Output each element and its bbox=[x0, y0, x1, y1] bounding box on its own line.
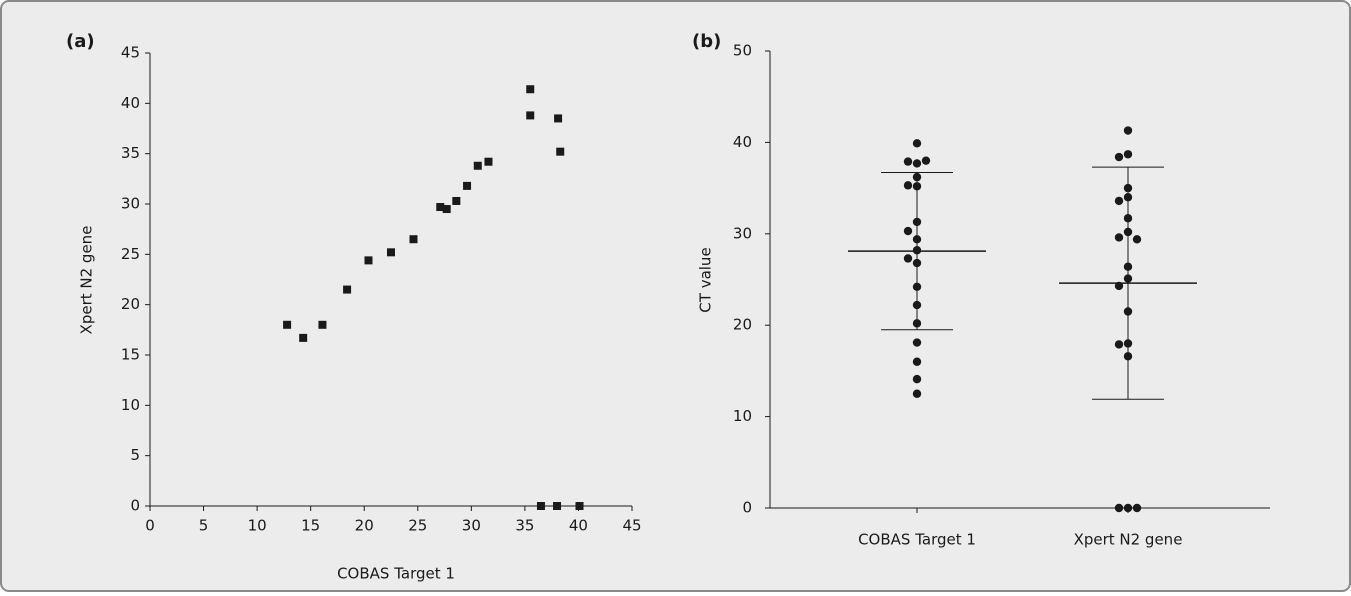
y-tick-label: 5 bbox=[130, 446, 140, 464]
dot bbox=[912, 159, 922, 168]
y-tick-label: 50 bbox=[733, 42, 752, 60]
point bbox=[387, 248, 395, 257]
dot bbox=[1114, 281, 1124, 291]
y-tick-label: 10 bbox=[733, 407, 752, 425]
y-tick-label: 0 bbox=[742, 499, 752, 517]
dot bbox=[912, 172, 922, 182]
y-tick-label: 35 bbox=[121, 144, 140, 162]
point bbox=[442, 205, 451, 214]
x-tick-label: 0 bbox=[145, 517, 155, 535]
x-tick-label: 5 bbox=[199, 517, 209, 535]
dot bbox=[1123, 262, 1133, 271]
dot bbox=[912, 319, 922, 328]
dot bbox=[1123, 150, 1133, 159]
y-tick-label: 20 bbox=[121, 295, 140, 313]
dot bbox=[1114, 196, 1124, 206]
point bbox=[553, 502, 562, 510]
x-tick-label: 20 bbox=[355, 517, 374, 535]
dot bbox=[1132, 235, 1142, 244]
point bbox=[299, 333, 308, 342]
dot bbox=[912, 235, 922, 244]
x-tick-label: COBAS Target 1 bbox=[858, 531, 976, 549]
dot bbox=[1123, 339, 1133, 348]
point bbox=[536, 502, 545, 510]
dot bbox=[1114, 340, 1124, 349]
x-axis-label: COBAS Target 1 bbox=[337, 565, 455, 583]
dot bbox=[921, 156, 931, 165]
dot bbox=[1123, 183, 1133, 193]
point bbox=[526, 85, 535, 94]
dot bbox=[1123, 352, 1133, 361]
x-tick-label: Xpert N2 gene bbox=[1074, 531, 1183, 549]
panel-label: (b) bbox=[692, 31, 721, 52]
y-tick-label: 20 bbox=[733, 316, 752, 334]
dot bbox=[1114, 503, 1124, 513]
dot bbox=[912, 389, 922, 398]
dot bbox=[903, 181, 913, 190]
x-tick-label: 35 bbox=[515, 517, 534, 535]
point bbox=[283, 320, 292, 329]
dot bbox=[903, 226, 913, 236]
dot bbox=[912, 300, 922, 310]
dot bbox=[1123, 227, 1133, 237]
point bbox=[526, 111, 535, 120]
point bbox=[409, 235, 418, 244]
y-tick-label: 40 bbox=[733, 133, 752, 151]
dot bbox=[1123, 307, 1133, 316]
point bbox=[554, 114, 563, 123]
dot bbox=[912, 217, 922, 227]
y-tick-label: 0 bbox=[130, 497, 140, 515]
point bbox=[343, 285, 352, 294]
dot bbox=[1132, 503, 1142, 513]
y-tick-label: 30 bbox=[733, 224, 752, 242]
y-axis-label: Xpert N2 gene bbox=[78, 226, 96, 335]
dot bbox=[912, 139, 922, 148]
dot bbox=[912, 282, 922, 292]
point bbox=[318, 320, 327, 329]
y-tick-label: 30 bbox=[121, 195, 140, 213]
point bbox=[452, 196, 461, 205]
dot bbox=[903, 157, 913, 166]
dot bbox=[912, 338, 922, 347]
point bbox=[484, 157, 493, 166]
point bbox=[473, 161, 482, 170]
dot bbox=[1114, 233, 1124, 242]
dot bbox=[912, 246, 922, 255]
dot bbox=[1123, 193, 1133, 202]
dot bbox=[903, 254, 913, 263]
y-tick-label: 45 bbox=[121, 44, 140, 62]
point bbox=[463, 181, 472, 190]
dot bbox=[912, 374, 922, 384]
point bbox=[556, 147, 565, 156]
y-tick-label: 15 bbox=[121, 346, 140, 364]
dot bbox=[1123, 274, 1133, 283]
dot bbox=[912, 357, 922, 366]
dot bbox=[912, 258, 922, 268]
x-tick-label: 45 bbox=[622, 517, 641, 535]
panel-label: (a) bbox=[66, 31, 95, 52]
x-tick-label: 40 bbox=[569, 517, 588, 535]
x-tick-label: 10 bbox=[248, 517, 267, 535]
dot bbox=[1114, 152, 1124, 162]
y-tick-label: 25 bbox=[121, 245, 140, 263]
y-tick-label: 40 bbox=[121, 94, 140, 112]
x-tick-label: 15 bbox=[301, 517, 320, 535]
y-axis-label: CT value bbox=[697, 247, 715, 312]
point bbox=[436, 203, 445, 212]
x-tick-label: 30 bbox=[462, 517, 481, 535]
y-tick-label: 10 bbox=[121, 396, 140, 414]
point bbox=[364, 256, 373, 265]
dot bbox=[1123, 126, 1133, 135]
x-tick-label: 25 bbox=[408, 517, 427, 535]
dot bbox=[1123, 214, 1133, 223]
dot bbox=[1123, 503, 1133, 513]
point bbox=[575, 502, 584, 510]
dot bbox=[912, 182, 922, 191]
